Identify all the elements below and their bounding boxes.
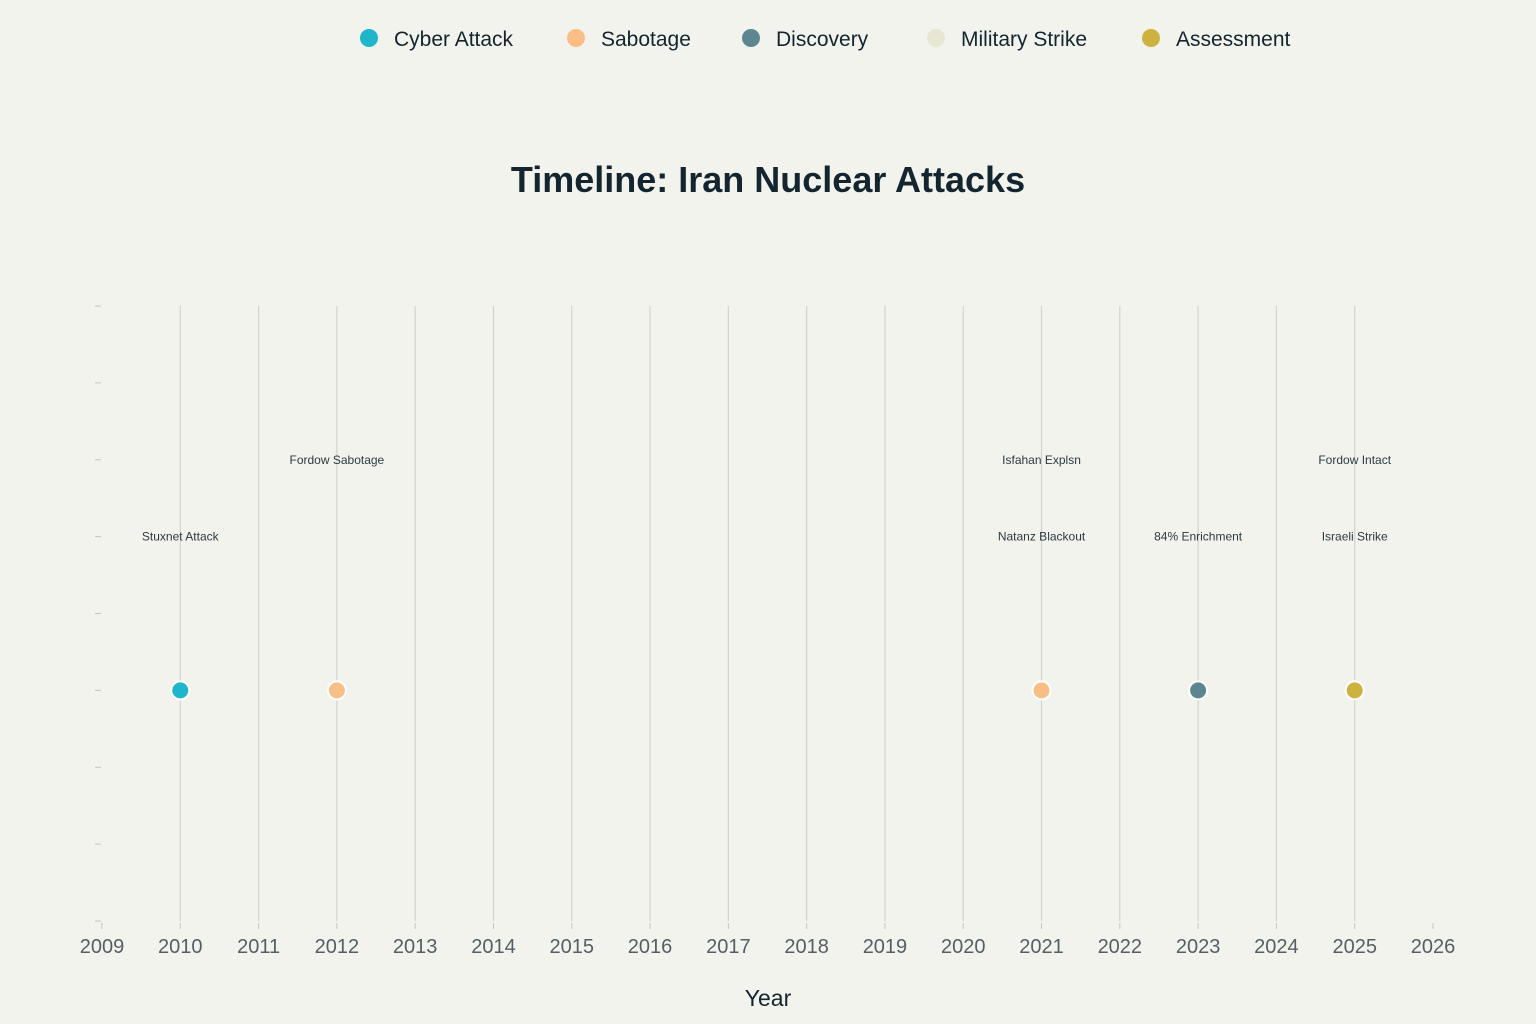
gridlines — [179, 306, 1356, 921]
x-tick-label: 2017 — [706, 936, 751, 958]
x-tick-label: 2014 — [471, 936, 516, 958]
event-label: Stuxnet Attack — [142, 530, 220, 544]
x-tick-label: 2013 — [393, 936, 438, 958]
event-label: Israeli Strike — [1322, 530, 1388, 544]
x-tick-label: 2022 — [1098, 936, 1143, 958]
x-tick-label: 2020 — [941, 936, 986, 958]
legend-label: Sabotage — [601, 28, 691, 51]
x-tick-label: 2025 — [1332, 936, 1377, 958]
legend-item[interactable]: Cyber Attack — [360, 28, 514, 51]
x-tick-label: 2021 — [1019, 936, 1064, 958]
x-tick-label: 2019 — [863, 936, 908, 958]
x-tick-label: 2015 — [550, 936, 595, 958]
x-axis-title: Year — [745, 985, 792, 1011]
x-tick-label: 2012 — [315, 936, 360, 958]
legend-item[interactable]: Assessment — [1142, 28, 1291, 51]
x-tick-label: 2026 — [1411, 936, 1456, 958]
x-tick-label: 2018 — [784, 936, 829, 958]
legend-swatch — [360, 29, 378, 47]
event-label: Isfahan Explsn — [1002, 453, 1081, 467]
x-tick-label: 2009 — [80, 936, 125, 958]
x-tick-label: 2023 — [1176, 936, 1221, 958]
legend-swatch — [567, 29, 585, 47]
legend-swatch — [742, 29, 760, 47]
legend-swatch — [1142, 29, 1160, 47]
legend-label: Assessment — [1176, 28, 1291, 51]
legend-label: Cyber Attack — [394, 28, 514, 51]
event-point[interactable] — [326, 680, 347, 701]
legend-item[interactable]: Military Strike — [927, 28, 1087, 51]
legend-swatch — [927, 29, 945, 47]
event-label: 84% Enrichment — [1154, 530, 1243, 544]
event-label: Natanz Blackout — [998, 530, 1086, 544]
legend-label: Military Strike — [961, 28, 1087, 51]
y-axis — [95, 305, 101, 922]
event-point[interactable] — [1188, 680, 1209, 701]
annotations: Stuxnet Attack Fordow Sabotage Isfahan Exp… — [142, 453, 1392, 544]
legend-label: Discovery — [776, 28, 869, 51]
event-point[interactable] — [1031, 680, 1052, 701]
chart-title: Timeline: Iran Nuclear Attacks — [511, 159, 1025, 200]
x-tick-label: 2011 — [237, 936, 280, 958]
event-point[interactable] — [170, 680, 191, 701]
legend: Cyber Attack Sabotage Discovery Military St… — [360, 28, 1291, 51]
data-points — [170, 680, 1365, 701]
x-tick-label: 2024 — [1254, 936, 1299, 958]
event-point[interactable] — [1344, 680, 1365, 701]
legend-item[interactable]: Sabotage — [567, 28, 691, 51]
x-tick-label: 2010 — [158, 936, 203, 958]
event-label: Fordow Sabotage — [290, 453, 385, 467]
x-axis: 2009 2010 2011 2012 2013 2014 2015 2016 2017 2018… — [80, 923, 1456, 958]
event-label: Fordow Intact — [1318, 453, 1391, 467]
legend-item[interactable]: Discovery — [742, 28, 869, 51]
x-tick-label: 2016 — [628, 936, 673, 958]
